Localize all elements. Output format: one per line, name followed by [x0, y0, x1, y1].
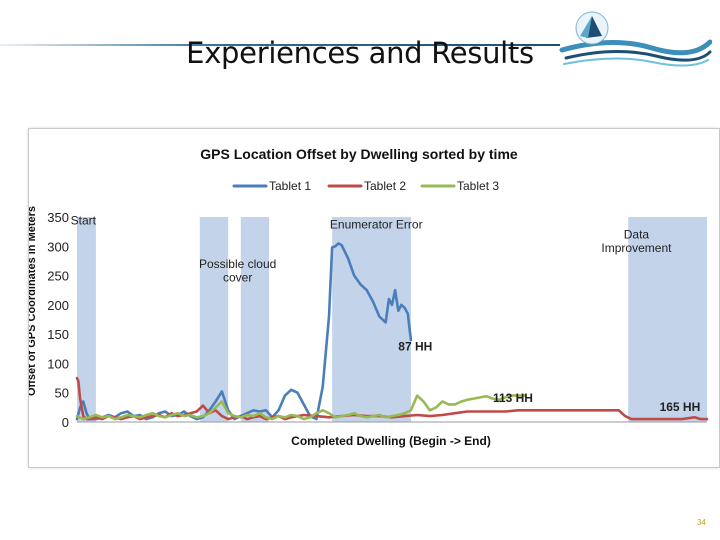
highlight-band-2	[240, 217, 270, 422]
chart-title: GPS Location Offset by Dwelling sorted b…	[200, 146, 518, 162]
legend-label-2: Tablet 2	[364, 179, 406, 193]
annotation-label: Data	[624, 228, 650, 242]
series-line-tablet-1	[75, 242, 413, 421]
highlight-band-0	[77, 217, 96, 422]
y-tick-label: 0	[62, 415, 69, 430]
annotation-label: 165 HH	[660, 400, 701, 414]
y-tick-label: 350	[47, 210, 69, 225]
y-tick-label: 150	[47, 327, 69, 342]
annotation-label: Enumerator Error	[330, 218, 423, 232]
highlight-band-1	[199, 217, 229, 422]
title-underline	[0, 44, 560, 46]
y-tick-label: 250	[47, 269, 69, 284]
annotation-label: Improvement	[601, 241, 672, 255]
y-tick-label: 200	[47, 298, 69, 313]
y-tick-label: 300	[47, 239, 69, 254]
highlight-band-4	[628, 217, 707, 422]
legend: Tablet 1 Tablet 2 Tablet 3	[232, 179, 499, 193]
y-tick-label: 100	[47, 356, 69, 371]
y-axis-label: Offset of GPS Coordinates in Meters	[29, 206, 38, 396]
annotation-label: 87 HH	[398, 340, 432, 354]
gps-offset-chart: GPS Location Offset by Dwelling sorted b…	[29, 146, 709, 448]
slide-title: Experiences and Results	[186, 36, 534, 70]
annotation-label: cover	[223, 270, 252, 284]
legend-label-3: Tablet 3	[457, 179, 499, 193]
legend-label-1: Tablet 1	[269, 179, 311, 193]
page-number: 34	[697, 518, 706, 527]
x-axis-label: Completed Dwelling (Begin -> End)	[291, 434, 491, 448]
chart-frame: GPS Location Offset by Dwelling sorted b…	[28, 128, 720, 468]
y-tick-label: 50	[55, 386, 69, 401]
annotation-label: 113 HH	[493, 391, 533, 405]
annotation-label: Start	[71, 214, 97, 228]
annotation-label: Possible cloud	[199, 257, 276, 271]
logo	[559, 11, 712, 67]
series-line-tablet-3	[75, 394, 526, 421]
